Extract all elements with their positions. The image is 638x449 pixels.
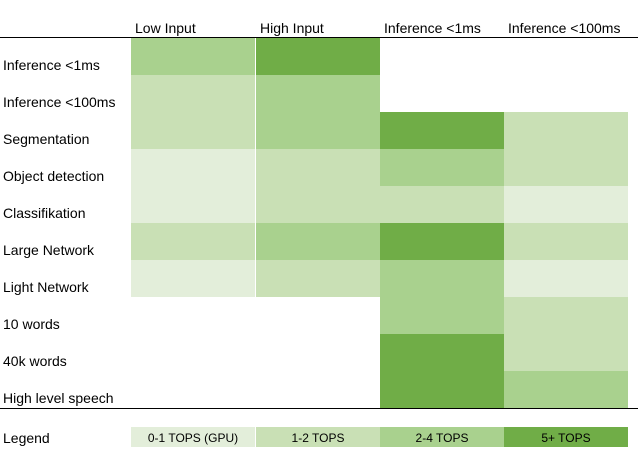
heatmap-cell: [131, 223, 255, 260]
heatmap-cell: [504, 149, 628, 186]
heatmap-cell: [131, 75, 255, 112]
heatmap-cell: [380, 260, 504, 297]
row-label: 40k words: [3, 353, 67, 369]
heatmap-cell: [380, 112, 504, 149]
row-label: Inference <100ms: [3, 94, 115, 110]
row-label: Classifikation: [3, 205, 85, 221]
heatmap-cell: [256, 186, 380, 223]
heatmap-cell: [131, 149, 255, 186]
heatmap-cell: [504, 223, 628, 260]
column-header: Inference <100ms: [508, 20, 620, 36]
heatmap-cell: [504, 186, 628, 223]
header-divider: [0, 37, 638, 38]
heatmap-cell: [504, 334, 628, 371]
heatmap-cell: [131, 112, 255, 149]
heatmap-cell: [256, 223, 380, 260]
legend-label: 2-4 TOPS: [380, 430, 504, 446]
legend-label: 0-1 TOPS (GPU): [131, 430, 255, 446]
heatmap-cell: [256, 75, 380, 112]
heatmap-cell: [504, 260, 628, 297]
column-header: High Input: [260, 20, 324, 36]
column-header: Inference <1ms: [384, 20, 481, 36]
heatmap-cell: [380, 186, 504, 223]
heatmap-cell: [380, 149, 504, 186]
heatmap-cell: [256, 38, 380, 75]
heatmap-cell: [131, 260, 255, 297]
legend-divider: [0, 408, 638, 409]
heatmap-cell: [256, 260, 380, 297]
row-label: Light Network: [3, 279, 89, 295]
row-label: Large Network: [3, 242, 94, 258]
row-label: Inference <1ms: [3, 57, 100, 73]
row-label: Object detection: [3, 168, 104, 184]
row-label: Segmentation: [3, 131, 89, 147]
legend-title: Legend: [3, 430, 50, 446]
legend-label: 1-2 TOPS: [256, 430, 380, 446]
legend-label: 5+ TOPS: [504, 430, 628, 446]
heatmap-cell: [504, 297, 628, 334]
row-label: 10 words: [3, 316, 60, 332]
heatmap-cell: [380, 223, 504, 260]
heatmap-cell: [380, 334, 504, 371]
heatmap-cell: [504, 112, 628, 149]
heatmap-cell: [131, 38, 255, 75]
heatmap-cell: [504, 371, 628, 408]
row-label: High level speech: [3, 390, 114, 406]
heatmap-cell: [380, 297, 504, 334]
heatmap-cell: [131, 186, 255, 223]
heatmap-cell: [256, 149, 380, 186]
heatmap-cell: [256, 112, 380, 149]
heatmap-cell: [380, 371, 504, 408]
column-header: Low Input: [135, 20, 196, 36]
